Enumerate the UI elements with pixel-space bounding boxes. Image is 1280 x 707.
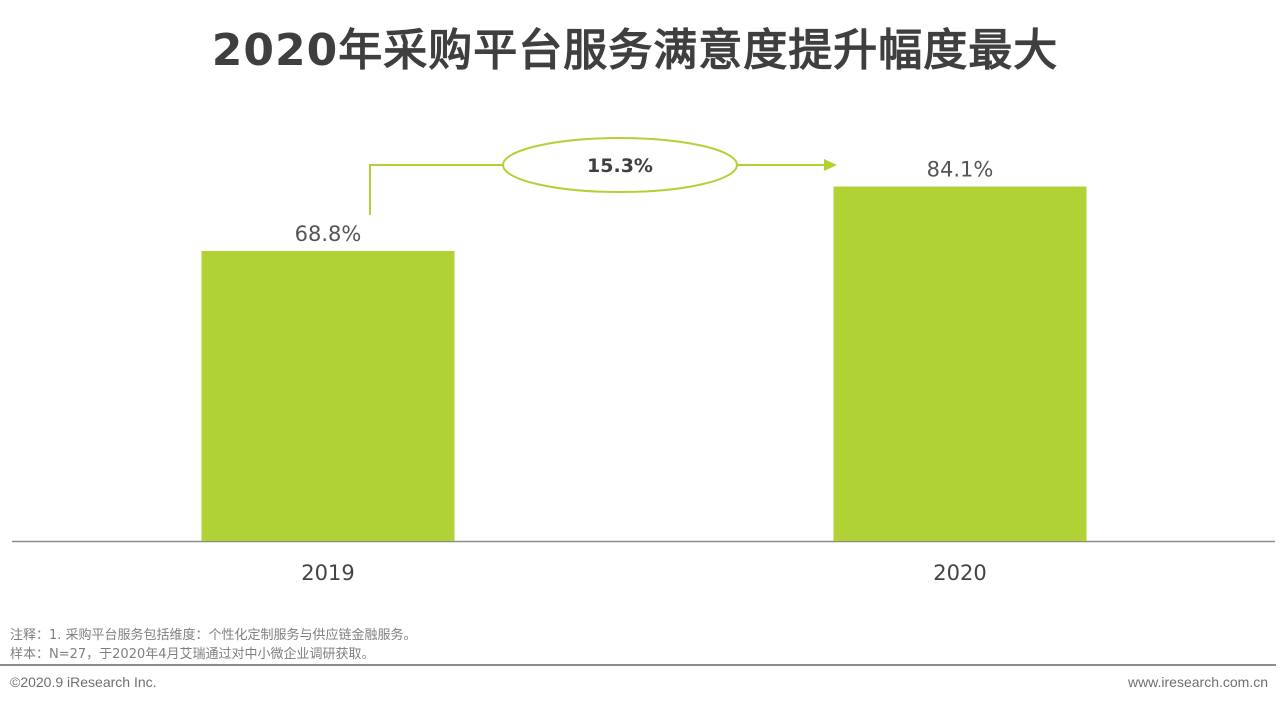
annotation-label: 15.3% (587, 155, 653, 177)
bar-2020 (833, 186, 1087, 541)
copyright: ©2020.9 iResearch Inc. (10, 674, 157, 690)
footnote-2: 样本：N=27，于2020年4月艾瑞通过对中小微企业调研获取。 (10, 647, 375, 662)
footer-divider (0, 664, 1276, 666)
data-label: 68.8% (295, 222, 362, 246)
footnote-1: 注释：1. 采购平台服务包括维度：个性化定制服务与供应链金融服务。 (10, 628, 417, 643)
website-link[interactable]: www.iresearch.com.cn (1127, 674, 1268, 690)
arrow-head-icon (824, 159, 837, 171)
x-tick-label: 2019 (301, 561, 354, 585)
bar-2019 (201, 251, 455, 541)
data-label: 84.1% (927, 158, 994, 182)
growth-annotation: 15.3% (369, 137, 837, 215)
chart-title: 2020年采购平台服务满意度提升幅度最大 (211, 25, 1059, 76)
annotation-connector (369, 164, 504, 215)
x-tick-label: 2020 (933, 561, 986, 585)
bar-chart: 68.8% 2019 84.1% 2020 15.3% (12, 137, 1275, 585)
